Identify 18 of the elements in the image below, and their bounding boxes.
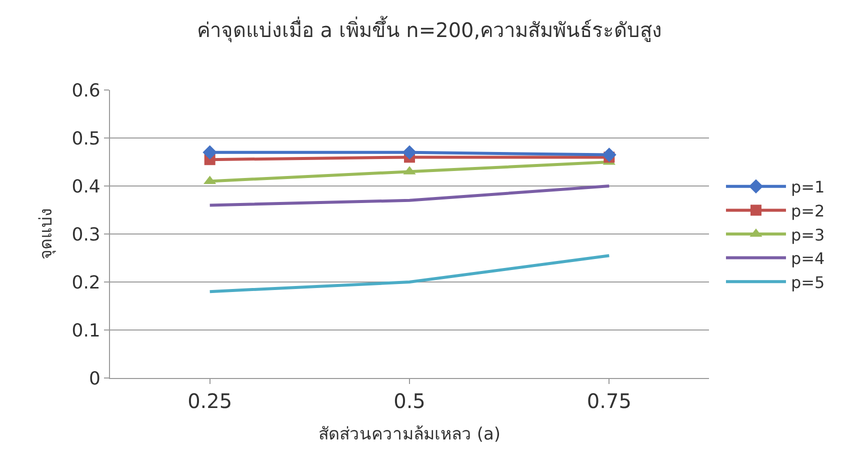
- y-axis-title: จุดแบ่ง: [36, 208, 56, 260]
- y-tick-label: 0.6: [72, 80, 100, 102]
- y-tick-label: 0.2: [72, 272, 100, 294]
- x-tick-label: 0.75: [586, 389, 632, 413]
- x-axis-title: สัดส่วนความล้มเหลว (a): [318, 424, 501, 444]
- chart-title: ค่าจุดแบ่งเมื่อ a เพิ่มขึ้น n=200,ความสัมพันธ์ระดับสูง: [196, 16, 662, 44]
- legend-label: p=1: [790, 178, 825, 197]
- y-tick-label: 0.5: [72, 128, 100, 150]
- y-tick-label: 0.1: [72, 320, 100, 342]
- y-tick-label: 0: [88, 368, 100, 390]
- legend-label: p=2: [790, 201, 825, 220]
- legend-label: p=4: [790, 249, 825, 268]
- x-tick-label: 0.25: [188, 389, 232, 413]
- y-tick-label: 0.3: [72, 224, 100, 246]
- legend-label: p=5: [790, 272, 825, 292]
- legend-label: p=3: [790, 225, 825, 244]
- x-tick-label: 0.5: [394, 389, 426, 413]
- y-tick-label: 0.4: [72, 176, 100, 198]
